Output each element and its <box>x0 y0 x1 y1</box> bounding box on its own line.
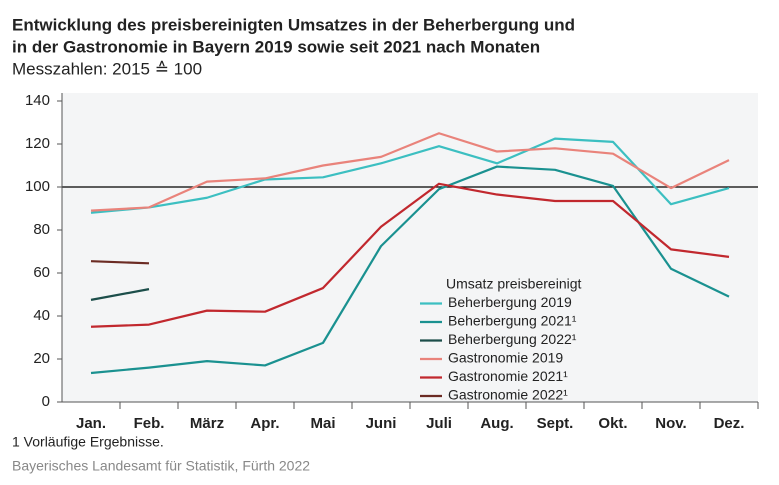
legend-label: Gastronomie 2019 <box>448 350 563 366</box>
x-tick-label: Juli <box>426 415 452 432</box>
plot-area <box>62 93 758 402</box>
x-tick-label: Apr. <box>250 415 279 432</box>
source: Bayerisches Landesamt für Statistik, Für… <box>12 458 310 474</box>
series-line <box>90 260 150 265</box>
series-line <box>90 132 730 212</box>
series-line <box>90 182 730 328</box>
footnote: 1 Vorläufige Ergebnisse. <box>12 434 164 450</box>
x-tick-label: Okt. <box>598 415 627 432</box>
series-line <box>90 288 150 301</box>
series-line <box>90 165 730 375</box>
y-tick-label: 80 <box>33 221 50 238</box>
y-tick-label: 140 <box>25 92 50 109</box>
x-tick-label: Mai <box>310 415 335 432</box>
y-tick-label: 20 <box>33 350 50 367</box>
legend-label: Gastronomie 2022¹ <box>448 387 568 403</box>
y-tick-label: 0 <box>42 393 50 410</box>
legend-label: Gastronomie 2021¹ <box>448 368 568 384</box>
x-tick-label: Sept. <box>537 415 574 432</box>
legend-label: Beherbergung 2022¹ <box>448 331 577 347</box>
chart-subtitle: Messzahlen: 2015 ≙ 100 <box>12 59 202 78</box>
y-tick-label: 120 <box>25 135 50 152</box>
y-tick-label: 100 <box>25 178 50 195</box>
legend-title: Umsatz preisbereinigt <box>446 276 581 292</box>
series-line <box>90 137 730 214</box>
x-tick-label: Dez. <box>714 415 745 432</box>
x-tick-label: Aug. <box>480 415 513 432</box>
x-tick-label: März <box>190 415 224 432</box>
legend-label: Beherbergung 2019 <box>448 294 572 310</box>
x-tick-label: Feb. <box>134 415 165 432</box>
x-tick-label: Juni <box>366 415 397 432</box>
legend-label: Beherbergung 2021¹ <box>448 313 577 329</box>
x-tick-label: Jan. <box>76 415 106 432</box>
y-tick-label: 40 <box>33 307 50 324</box>
chart-title: Entwicklung des preisbereinigten Umsatze… <box>12 15 575 34</box>
y-tick-label: 60 <box>33 264 50 281</box>
chart-title: in der Gastronomie in Bayern 2019 sowie … <box>12 37 540 56</box>
x-tick-label: Nov. <box>655 415 686 432</box>
